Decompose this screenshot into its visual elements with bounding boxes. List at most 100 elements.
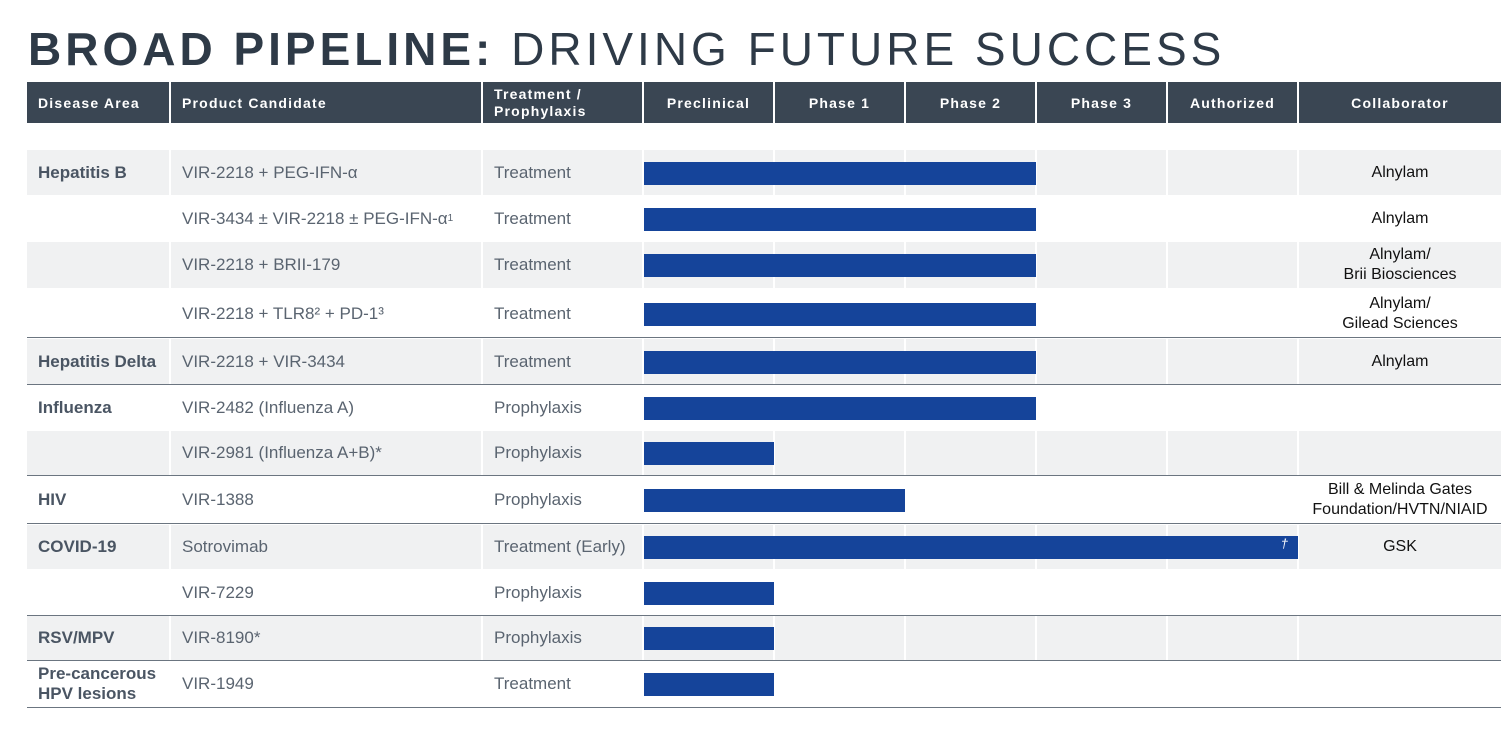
row-divider xyxy=(27,384,1501,385)
row-divider xyxy=(27,337,1501,338)
treatment-prophylaxis-label: Prophylaxis xyxy=(494,397,582,417)
table-cell xyxy=(906,661,1035,707)
table-row: Influenza VIR-2482 (Influenza A) Prophylax… xyxy=(27,385,1501,430)
row-divider xyxy=(27,615,1501,616)
table-row: Hepatitis B VIR-2218 + PEG-IFN-α Treatment… xyxy=(27,150,1501,195)
table-cell xyxy=(1168,661,1297,707)
header-disease-area: Disease Area xyxy=(27,82,169,123)
disease-area-label: RSV/MPV xyxy=(38,628,115,647)
page-title: BROAD PIPELINE: DRIVING FUTURE SUCCESS xyxy=(28,18,1225,80)
collaborator-line: Alnylam/ xyxy=(1369,246,1431,263)
pipeline-bar xyxy=(644,627,774,650)
treatment-prophylaxis-label: Treatment xyxy=(494,351,571,371)
table-cell xyxy=(171,150,481,195)
collaborator-lines: Alnylam xyxy=(1372,163,1429,183)
table-cell xyxy=(27,525,169,569)
treatment-prophylaxis-label: Prophylaxis xyxy=(494,489,582,509)
table-cell xyxy=(1168,290,1297,337)
collaborator-label: Alnylam/Gilead Sciences xyxy=(1289,290,1511,337)
disease-area-label: Influenza xyxy=(38,397,112,417)
table-row: VIR-2218 + TLR8² + PD-1³ Treatment Alnylam… xyxy=(27,290,1501,337)
collaborator-line: Brii Biosciences xyxy=(1343,266,1457,283)
table-cell xyxy=(1037,196,1166,241)
table-cell xyxy=(1168,476,1297,523)
treatment-prophylaxis-label: Treatment (Early) xyxy=(494,537,626,556)
treatment-prophylaxis-label: Prophylaxis xyxy=(494,443,582,462)
treatment-prophylaxis-label: Treatment xyxy=(494,208,571,228)
collaborator-lines: Alnylam xyxy=(1372,209,1429,229)
treatment-prophylaxis-label: Treatment xyxy=(494,674,571,693)
table-cell xyxy=(1037,570,1166,615)
table-cell xyxy=(27,150,169,195)
table-cell xyxy=(27,242,169,288)
collaborator-lines: Alnylam xyxy=(1372,352,1429,372)
row-divider xyxy=(27,523,1501,524)
table-cell xyxy=(171,431,481,475)
table-cell xyxy=(27,570,169,615)
table-cell xyxy=(1168,616,1297,660)
table-cell xyxy=(1037,616,1166,660)
header-treatment-line2: Prophylaxis xyxy=(494,102,587,119)
product-candidate-label: VIR-8190* xyxy=(182,628,261,647)
product-candidate-label: VIR-2482 (Influenza A) xyxy=(182,397,354,417)
row-divider xyxy=(27,660,1501,661)
pipeline-bar: † xyxy=(644,536,1298,559)
table-cell xyxy=(27,431,169,475)
collaborator-line: Bill & Melinda Gates xyxy=(1327,480,1473,498)
product-candidate-label: VIR-2218 + BRII-179 xyxy=(182,255,341,274)
table-header: Disease Area Product Candidate Treatment… xyxy=(27,82,1501,123)
collaborator-lines: Alnylam/Brii Biosciences xyxy=(1344,245,1457,285)
table-cell xyxy=(1168,150,1297,195)
table-cell xyxy=(1168,339,1297,384)
header-phase2: Phase 2 xyxy=(906,82,1035,123)
product-candidate-label: VIR-2981 (Influenza A+B)* xyxy=(182,443,382,462)
table-cell xyxy=(171,616,481,660)
table-cell xyxy=(171,525,481,569)
row-divider xyxy=(27,475,1501,476)
table-row: VIR-7229 Prophylaxis xyxy=(27,570,1501,615)
table-cell xyxy=(1037,476,1166,523)
collaborator-label: Alnylam xyxy=(1289,196,1511,241)
collaborator-label: GSK xyxy=(1289,525,1511,569)
table-cell xyxy=(906,616,1035,660)
table-cell xyxy=(1299,150,1501,195)
collaborator-line: Gilead Sciences xyxy=(1342,314,1458,332)
table-cell xyxy=(1299,570,1501,615)
table-cell xyxy=(483,431,642,475)
title-bold: BROAD PIPELINE: xyxy=(28,23,495,75)
table-cell xyxy=(171,339,481,384)
collaborator-label: Bill & Melinda Gates Foundation/HVTN/NIAI… xyxy=(1289,476,1511,523)
table-row: VIR-3434 ± VIR-2218 ± PEG-IFN-α 1 Treatmen… xyxy=(27,196,1501,241)
product-candidate-label: VIR-2218 + TLR8² + PD-1³ xyxy=(182,303,384,323)
collaborator-label: Alnylam xyxy=(1289,150,1511,195)
pipeline-bar xyxy=(644,254,1036,277)
table-cell xyxy=(1299,339,1501,384)
disease-area-label: COVID-19 xyxy=(38,537,117,556)
header-treatment-line1: Treatment / xyxy=(494,85,582,102)
pipeline-bar xyxy=(644,582,774,605)
table-cell xyxy=(1037,242,1166,288)
table-cell xyxy=(1037,431,1166,475)
treatment-prophylaxis-label: Treatment xyxy=(494,162,571,182)
product-candidate-label: VIR-1949 xyxy=(182,674,254,693)
table-cell xyxy=(1168,242,1297,288)
table-cell xyxy=(1037,661,1166,707)
table-cell xyxy=(1037,150,1166,195)
product-candidate-label: VIR-1388 xyxy=(182,489,254,509)
treatment-prophylaxis-label: Treatment xyxy=(494,303,571,323)
header-collaborator: Collaborator xyxy=(1299,82,1501,123)
table-row: HIV VIR-1388 Prophylaxis Bill & Melinda Gat… xyxy=(27,476,1501,523)
collaborator-label: Alnylam xyxy=(1289,339,1511,384)
treatment-prophylaxis-label: Prophylaxis xyxy=(494,582,582,602)
table-cell xyxy=(1037,385,1166,430)
table-cell xyxy=(171,242,481,288)
header-phase3: Phase 3 xyxy=(1037,82,1166,123)
table-cell xyxy=(906,431,1035,475)
table-cell xyxy=(483,242,642,288)
table-cell xyxy=(775,616,904,660)
disease-area-label: HIV xyxy=(38,489,67,509)
table-cell xyxy=(775,570,904,615)
authorization-marker: † xyxy=(1280,536,1288,551)
treatment-prophylaxis-label: Treatment xyxy=(494,255,571,274)
product-candidate-label: VIR-7229 xyxy=(182,582,254,602)
